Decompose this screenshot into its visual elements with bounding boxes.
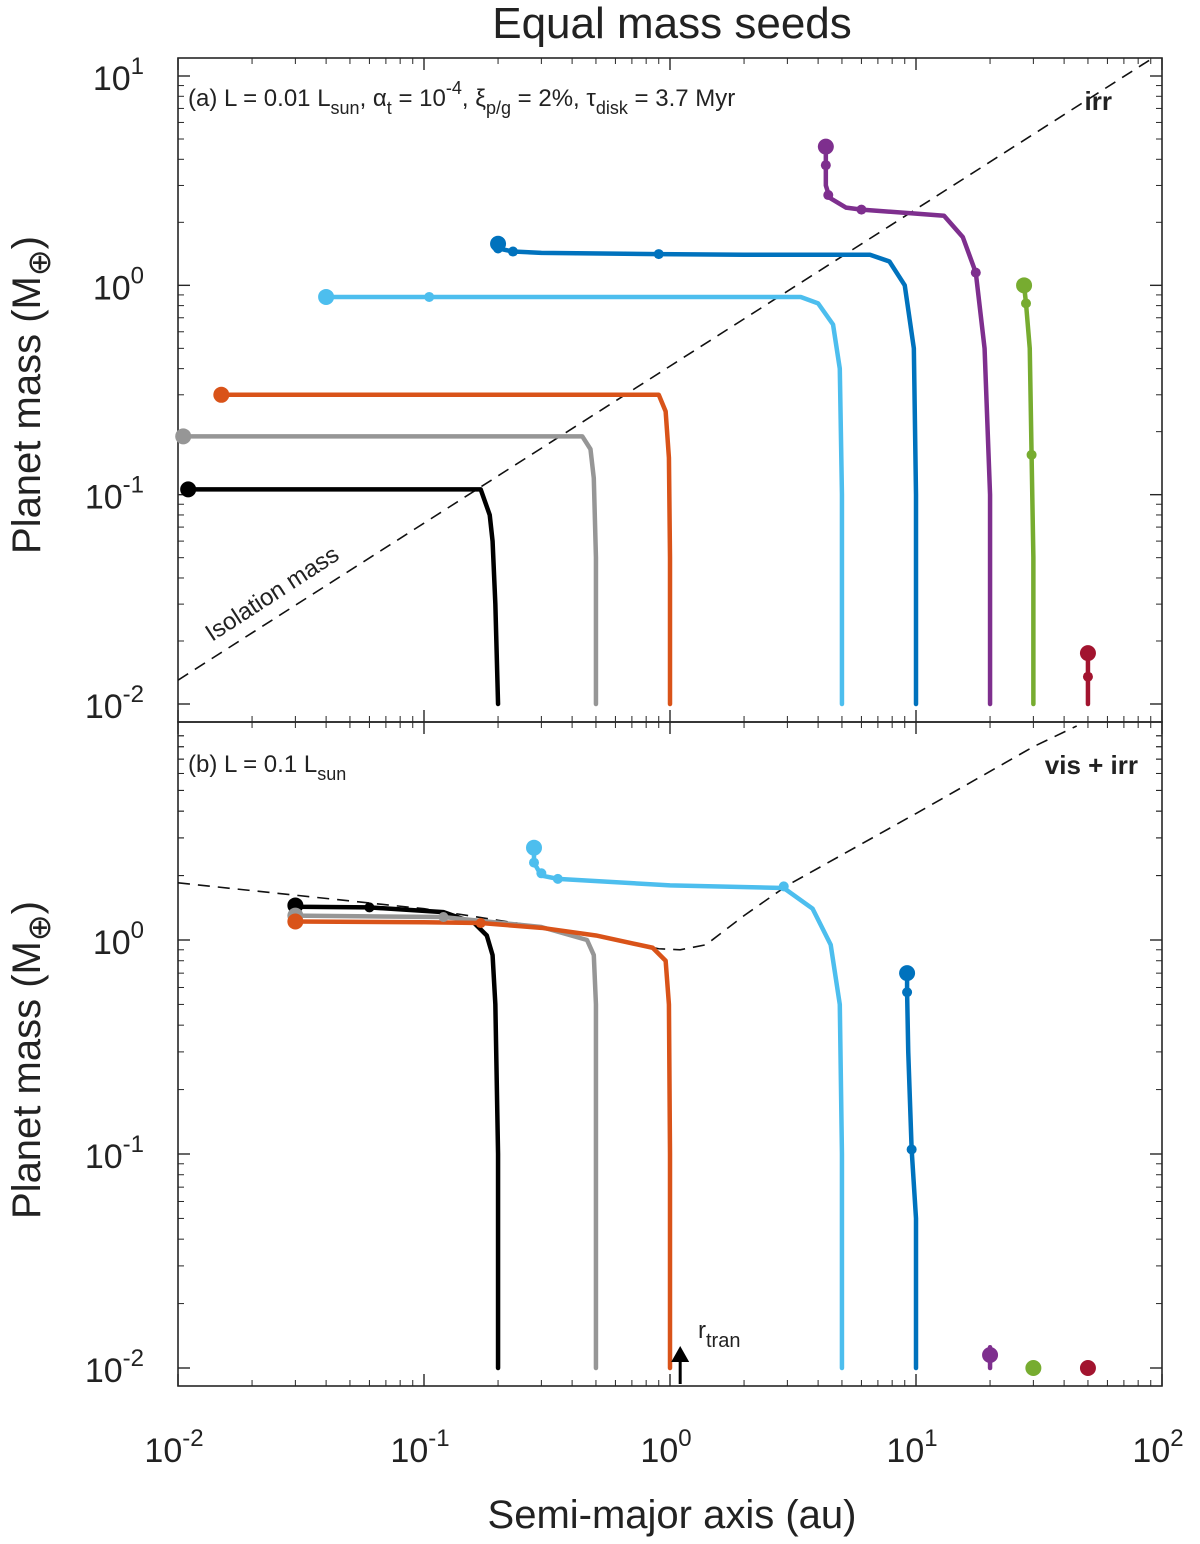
track-marker-red — [1079, 1360, 1096, 1376]
growth-track-purple — [823, 144, 993, 707]
growth-track-black — [293, 903, 501, 1371]
y-axis-label-top: Planet mass (M⊕) — [5, 236, 57, 554]
track-marker-gray — [175, 428, 192, 445]
y-tick-label: 10-1 — [85, 1131, 144, 1176]
track-marker-green — [1025, 1360, 1042, 1376]
track-marker-green — [1016, 277, 1033, 294]
figure-title: Equal mass seeds — [492, 0, 852, 48]
track-marker-lightblue — [318, 288, 335, 305]
track-marker-purple — [820, 160, 831, 171]
growth-track-orange — [293, 919, 673, 1371]
growth-tracks — [180, 144, 1091, 1371]
transition-radius-label: rtran — [698, 1317, 740, 1352]
x-axis-label: Semi-major axis (au) — [488, 1493, 857, 1537]
growth-track-orange — [219, 392, 673, 707]
track-marker-purple — [856, 204, 867, 215]
track-marker-blue — [906, 1144, 917, 1155]
track-marker-green — [1026, 449, 1037, 460]
track-marker-purple — [970, 267, 981, 278]
track-marker-blue — [902, 987, 913, 998]
y-axis-label-bottom: Planet mass (M⊕) — [5, 901, 57, 1219]
track-marker-blue — [653, 249, 664, 260]
track-marker-purple — [982, 1347, 999, 1364]
track-marker-lightblue — [526, 839, 543, 856]
track-marker-lightblue — [529, 857, 540, 868]
track-marker-purple — [817, 138, 834, 155]
track-marker-orange — [475, 918, 486, 929]
isolation-mass-line — [178, 58, 1155, 681]
x-tick-label: 102 — [1132, 1425, 1183, 1470]
y-tick-label: 10-1 — [85, 472, 144, 517]
growth-track-gray — [293, 913, 599, 1371]
transition-arrow-head — [671, 1346, 690, 1362]
panel-b-annotation: (b) L = 0.1 Lsun — [188, 751, 346, 784]
track-marker-blue — [507, 246, 518, 257]
track-marker-orange — [287, 913, 304, 930]
track-marker-lightblue — [536, 868, 547, 879]
track-marker-blue — [493, 243, 504, 254]
growth-track-gray — [180, 434, 599, 707]
track-marker-green — [1021, 298, 1032, 309]
panel-a-label: irr — [1085, 86, 1112, 116]
y-tick-label: 10-2 — [85, 681, 144, 726]
track-marker-gray — [438, 912, 449, 923]
track-marker-black — [364, 902, 375, 913]
track-markers — [175, 138, 1096, 1376]
track-marker-lightblue — [424, 291, 435, 302]
x-tick-label: 10-2 — [144, 1425, 203, 1470]
growth-track-black — [185, 487, 501, 707]
y-tick-label: 100 — [93, 262, 144, 307]
panel-b-label: vis + irr — [1045, 750, 1138, 780]
x-tick-label: 100 — [640, 1425, 691, 1470]
growth-track-lightblue — [323, 294, 845, 707]
transition-radius-arrow — [671, 1346, 690, 1384]
track-marker-lightblue — [778, 881, 789, 892]
y-tick-label: 101 — [93, 53, 144, 98]
track-marker-orange — [213, 386, 230, 403]
panel-a-annotation: (a) L = 0.01 Lsun, αt = 10-4, ξp/g = 2%,… — [188, 78, 735, 118]
y-tick-label: 100 — [93, 917, 144, 962]
x-tick-label: 101 — [886, 1425, 937, 1470]
track-marker-lightblue — [552, 873, 563, 884]
axis-ticks: 10-2 10-1 100 101 102 10-2 10-1 100 101 10-2 10-1 1… — [85, 53, 1184, 1470]
track-marker-blue — [899, 965, 916, 982]
track-marker-red — [1079, 645, 1096, 662]
track-marker-red — [1082, 671, 1093, 682]
y-tick-label: 10-2 — [85, 1345, 144, 1390]
x-tick-label: 10-1 — [390, 1425, 449, 1470]
track-marker-black — [180, 481, 197, 498]
track-marker-purple — [823, 190, 834, 201]
